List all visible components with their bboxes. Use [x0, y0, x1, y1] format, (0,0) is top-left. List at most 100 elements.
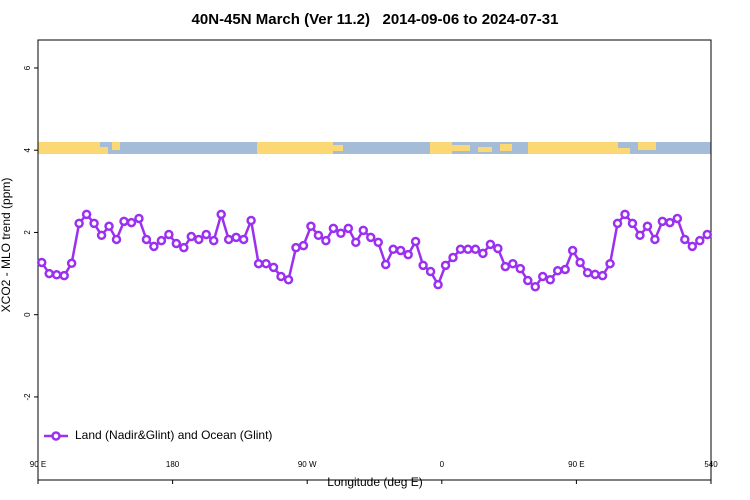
- data-point: [276, 271, 286, 282]
- data-point: [343, 223, 354, 234]
- land-ocean-strip: [38, 142, 711, 154]
- data-point: [44, 268, 54, 279]
- data-point: [403, 249, 413, 260]
- data-point: [500, 261, 511, 272]
- data-point: [597, 270, 608, 281]
- data-point: [523, 275, 533, 286]
- y-tick-label: 6: [23, 65, 32, 70]
- data-point: [627, 218, 638, 229]
- data-point: [373, 237, 383, 248]
- legend-marker: [51, 431, 61, 441]
- data-point: [567, 245, 578, 256]
- data-point: [104, 221, 114, 232]
- x-tick-label: 180: [166, 460, 180, 469]
- data-point: [665, 217, 675, 228]
- data-point: [687, 241, 698, 252]
- data-point: [582, 267, 593, 278]
- data-point: [388, 244, 398, 255]
- y-tick-label: 4: [23, 147, 32, 152]
- data-point: [216, 209, 226, 220]
- data-point: [149, 241, 159, 252]
- data-point: [642, 221, 653, 232]
- data-point: [238, 234, 249, 245]
- y-axis-label: XCO2 - MLO trend (ppm): [0, 178, 13, 313]
- chart-title: 40N-45N March (Ver 11.2) 2014-09-06 to 2…: [192, 11, 559, 28]
- data-point: [425, 266, 436, 277]
- y-tick-label: -2: [23, 393, 32, 401]
- data-point: [605, 258, 615, 269]
- data-point: [164, 229, 174, 240]
- data-point: [141, 234, 152, 245]
- data-point: [635, 230, 645, 241]
- data-point: [695, 235, 705, 246]
- data-point: [493, 243, 503, 254]
- x-tick-label: 0: [440, 460, 445, 469]
- data-point: [560, 264, 570, 275]
- data-point: [463, 244, 473, 255]
- data-point: [478, 248, 488, 259]
- data-point: [545, 274, 555, 285]
- data-point: [538, 271, 548, 282]
- data-point: [590, 269, 600, 280]
- data-point: [702, 229, 713, 240]
- data-point: [208, 235, 219, 246]
- data-point: [231, 232, 241, 243]
- data-point: [223, 234, 234, 245]
- data-point: [201, 229, 211, 240]
- data-point: [358, 225, 369, 236]
- data-point: [575, 257, 585, 268]
- data-point: [89, 218, 99, 229]
- data-point: [410, 236, 421, 247]
- data-point: [380, 259, 391, 270]
- data-point: [59, 270, 69, 281]
- data-point: [336, 228, 346, 239]
- data-point: [485, 239, 496, 250]
- data-point: [74, 218, 84, 229]
- y-tick-label: 0: [23, 312, 32, 317]
- data-point: [328, 223, 339, 234]
- data-point: [418, 260, 428, 271]
- data-point: [657, 216, 668, 227]
- data-point: [126, 217, 137, 228]
- x-tick-label: 90 W: [298, 460, 317, 469]
- data-point: [508, 258, 518, 269]
- data-point: [470, 244, 481, 255]
- data-point: [366, 232, 376, 243]
- data-point: [672, 213, 683, 224]
- data-point: [530, 281, 541, 292]
- data-point: [179, 242, 189, 253]
- data-point: [156, 235, 167, 246]
- data-point: [298, 240, 309, 251]
- data-point: [515, 263, 526, 274]
- data-point: [552, 265, 563, 276]
- data-point: [291, 242, 301, 253]
- data-point: [51, 270, 62, 280]
- x-tick-label: 540: [704, 460, 718, 469]
- data-point: [246, 215, 256, 226]
- y-tick-label: 2: [23, 230, 32, 235]
- data-point: [268, 262, 279, 273]
- x-tick-label: 90 E: [568, 460, 584, 469]
- data-point: [433, 279, 443, 290]
- data-point: [455, 244, 466, 255]
- data-point: [171, 238, 182, 249]
- data-point: [680, 234, 690, 245]
- data-point: [111, 234, 122, 245]
- data-point: [395, 245, 406, 256]
- data-point: [261, 258, 271, 269]
- data-point: [81, 209, 92, 220]
- data-point: [612, 218, 623, 229]
- legend-label: Land (Nadir&Glint) and Ocean (Glint): [75, 428, 272, 442]
- data-point: [351, 237, 361, 248]
- data-point: [253, 258, 264, 269]
- data-point: [313, 230, 324, 241]
- data-point: [306, 221, 316, 232]
- data-point: [119, 216, 129, 227]
- data-point: [321, 235, 331, 246]
- data-point: [440, 260, 451, 271]
- data-point: [194, 234, 204, 245]
- data-point: [186, 231, 197, 242]
- data-point: [283, 274, 294, 285]
